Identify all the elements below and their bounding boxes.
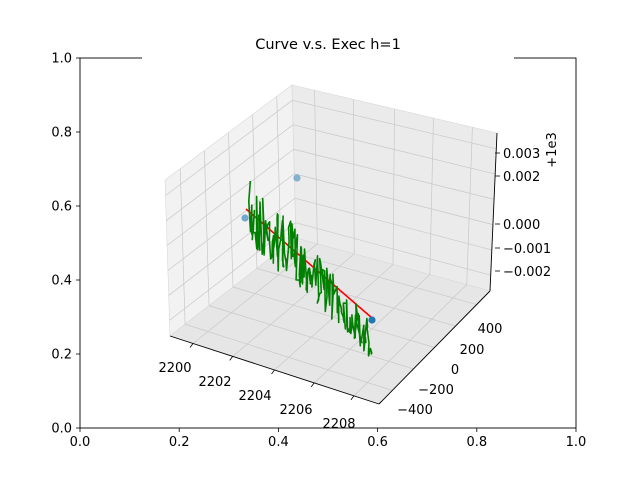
y3d-tick-label: 200 xyxy=(460,343,485,358)
grid-z-left xyxy=(167,173,295,271)
outer-y-tick-label: 0.6 xyxy=(51,200,72,215)
grid-x-wall xyxy=(392,108,395,265)
grid-y-floor xyxy=(185,323,393,391)
outer-axis-ticks xyxy=(76,57,577,432)
x3d-tick-label: 2200 xyxy=(158,361,191,376)
grid-y-floor xyxy=(280,249,477,305)
x3d-tick-label: 2206 xyxy=(279,403,312,418)
y3d-tick-label: −400 xyxy=(397,403,433,418)
outer-y-tick-label: 1.0 xyxy=(51,52,72,67)
grid-y-wall xyxy=(204,150,210,306)
x3d-tick-label: 2204 xyxy=(238,389,271,404)
z3d-tick-label: 0.002 xyxy=(503,170,540,185)
outer-y-tick-label: 0.2 xyxy=(51,348,72,363)
grid-x-wall xyxy=(429,118,434,275)
executed-trajectory-green xyxy=(248,180,373,357)
start-point-marker xyxy=(241,214,249,222)
grid-y-wall xyxy=(276,96,282,250)
grid-z-right xyxy=(294,197,492,251)
z-axis-line xyxy=(489,132,498,292)
grid-y-wall xyxy=(179,168,186,325)
x3d-tick xyxy=(189,343,194,348)
x3d-tick-label: 2208 xyxy=(322,417,355,432)
3d-gridlines xyxy=(165,90,497,397)
outer-x-tick-label: 0.4 xyxy=(268,435,289,450)
grid-x-wall xyxy=(314,90,318,244)
mid-point-marker xyxy=(293,174,301,182)
grid-z-left xyxy=(168,197,296,296)
x3d-tick xyxy=(350,395,355,401)
y-axis-line xyxy=(378,290,491,405)
title-gap xyxy=(142,55,514,61)
x3d-tick xyxy=(229,356,234,361)
outer-x-tick-label: 0.2 xyxy=(169,435,190,450)
outer-x-tick-label: 0.0 xyxy=(70,435,91,450)
grid-y-floor xyxy=(232,286,435,348)
x3d-tick xyxy=(271,369,275,375)
outer-y-tick-label: 0.0 xyxy=(51,422,72,437)
outer-y-tick-label: 0.8 xyxy=(51,126,72,141)
y3d-tick-label: 0 xyxy=(451,363,459,378)
grid-z-left xyxy=(165,100,293,196)
grid-z-left xyxy=(166,148,294,246)
outer-x-tick-label: 0.6 xyxy=(367,435,388,450)
tick-labels: 0.0 0.2 0.4 0.6 0.8 1.0 0.0 0.2 0.4 0.6 0.8 1.0 2200… xyxy=(51,52,586,451)
end-point-marker xyxy=(368,316,376,324)
outer-x-tick-label: 1.0 xyxy=(566,435,587,450)
grid-x-wall xyxy=(466,127,473,285)
x3d-tick-label: 2202 xyxy=(198,375,231,390)
y3d-tick-label: −200 xyxy=(418,383,454,398)
outer-x-tick-label: 0.8 xyxy=(466,435,487,450)
grid-z-right xyxy=(292,99,497,150)
z-offset-label: +1e3 xyxy=(545,132,560,167)
grid-z-left xyxy=(166,124,294,221)
grid-y-floor xyxy=(256,268,456,327)
z3d-tick-label: 0.003 xyxy=(503,147,540,162)
z3d-tick-label: −0.001 xyxy=(503,242,551,257)
grid-z-right xyxy=(294,173,494,225)
grid-y-wall xyxy=(228,132,234,288)
x3d-tick xyxy=(310,382,315,388)
grid-z-right xyxy=(295,222,491,276)
grid-x-wall xyxy=(353,99,355,254)
y3d-tick-label: 400 xyxy=(478,322,503,337)
grid-y-floor xyxy=(208,305,414,370)
outer-y-tick-label: 0.4 xyxy=(51,274,72,289)
3d-axes xyxy=(169,132,500,405)
z3d-tick-label: 0.000 xyxy=(503,218,540,233)
grid-z-right xyxy=(292,124,496,175)
3d-panes xyxy=(164,84,498,405)
z3d-tick-label: −0.002 xyxy=(503,265,551,280)
chart-title: Curve v.s. Exec h=1 xyxy=(255,37,401,53)
grid-z-right xyxy=(293,148,495,200)
